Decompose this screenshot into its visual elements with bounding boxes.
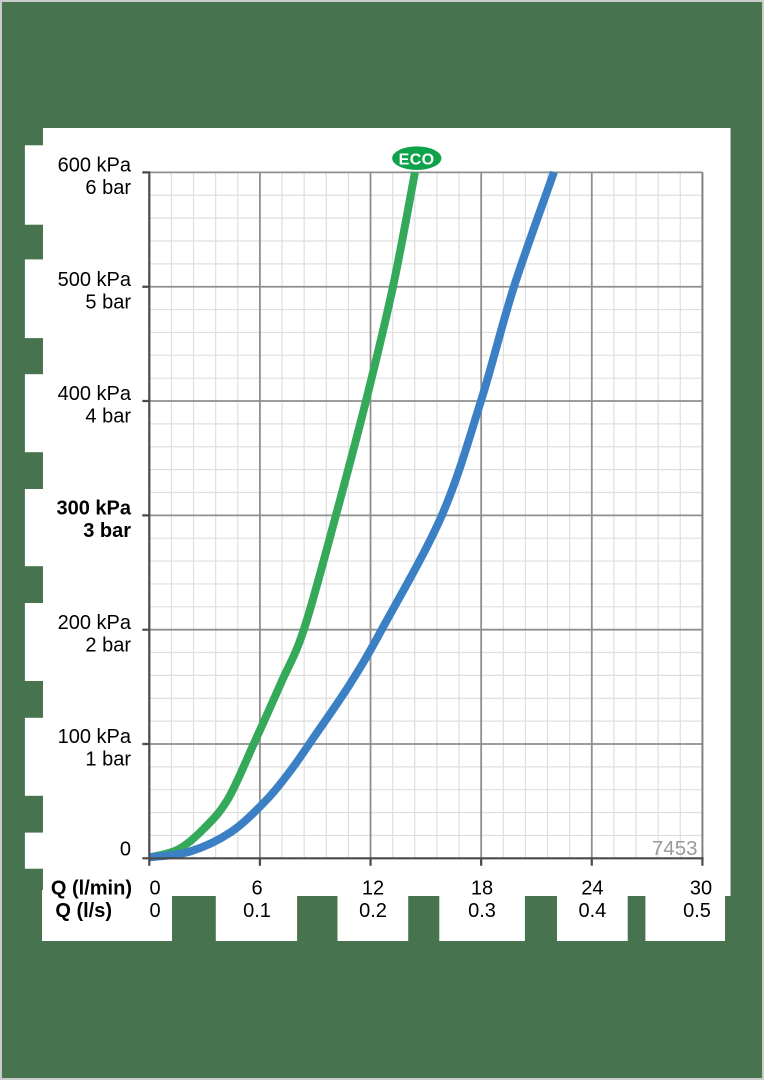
svg-text:30: 30: [690, 878, 712, 900]
svg-text:5 bar: 5 bar: [85, 291, 131, 313]
svg-text:6 bar: 6 bar: [85, 177, 131, 199]
svg-text:12: 12: [362, 878, 384, 900]
svg-text:6: 6: [251, 878, 262, 900]
svg-text:300 kPa: 300 kPa: [56, 498, 131, 520]
svg-text:7453: 7453: [652, 837, 698, 860]
svg-text:4 bar: 4 bar: [85, 406, 131, 428]
svg-text:0.3: 0.3: [468, 900, 496, 922]
svg-text:Q (l/min): Q (l/min): [51, 878, 132, 900]
svg-text:400 kPa: 400 kPa: [58, 383, 132, 405]
svg-text:200 kPa: 200 kPa: [58, 612, 132, 634]
svg-text:24: 24: [581, 878, 603, 900]
svg-text:0.1: 0.1: [243, 900, 271, 922]
svg-text:18: 18: [471, 878, 493, 900]
svg-text:100 kPa: 100 kPa: [58, 726, 132, 748]
svg-text:0: 0: [149, 900, 160, 922]
svg-text:600 kPa: 600 kPa: [58, 155, 132, 177]
svg-text:2 bar: 2 bar: [85, 634, 131, 656]
svg-text:0: 0: [120, 839, 131, 861]
svg-text:0.2: 0.2: [359, 900, 387, 922]
svg-text:3 bar: 3 bar: [83, 520, 131, 542]
svg-text:0.4: 0.4: [578, 900, 606, 922]
svg-text:500 kPa: 500 kPa: [58, 269, 132, 291]
svg-text:0: 0: [149, 878, 160, 900]
svg-text:1 bar: 1 bar: [85, 749, 131, 771]
svg-text:Q (l/s): Q (l/s): [55, 900, 112, 922]
svg-text:ECO: ECO: [399, 151, 435, 168]
svg-text:0.5: 0.5: [683, 900, 711, 922]
